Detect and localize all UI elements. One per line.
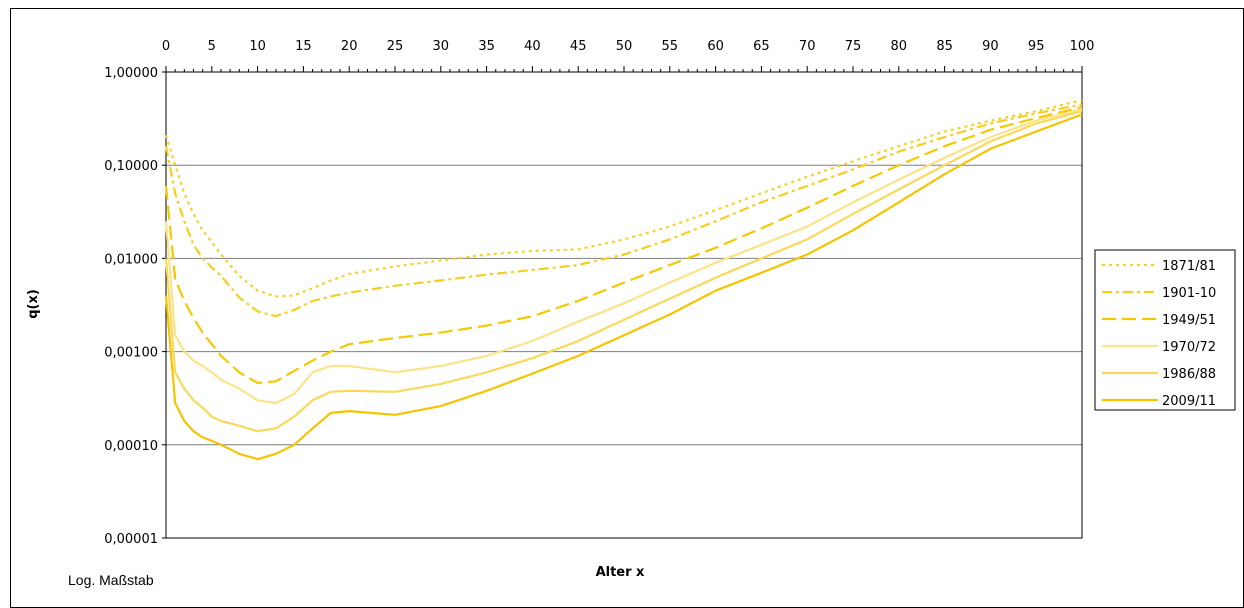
legend-label: 1871/81 bbox=[1162, 259, 1216, 274]
x-tick-label: 60 bbox=[707, 39, 724, 54]
series-line bbox=[164, 110, 1083, 433]
x-tick-label: 20 bbox=[341, 39, 358, 54]
x-tick-label: 50 bbox=[616, 39, 633, 54]
x-tick-label: 45 bbox=[570, 39, 587, 54]
x-axis-tick-labels: 0 5 10 15 20 25 30 35 40 45 50 55 60 65 70 75 80 85 90 95 10… bbox=[162, 39, 1095, 54]
plot-area bbox=[165, 71, 1083, 539]
y-tick-label: 1,00000 bbox=[104, 66, 158, 81]
series-line bbox=[164, 113, 1083, 461]
y-tick-label: 0,10000 bbox=[104, 159, 158, 174]
series-line bbox=[164, 99, 1083, 298]
x-tick-label: 85 bbox=[936, 39, 953, 54]
x-tick-label: 0 bbox=[162, 39, 170, 54]
legend-label: 2009/11 bbox=[1162, 394, 1216, 409]
x-tick-label: 30 bbox=[433, 39, 450, 54]
x-axis-title: Alter x bbox=[596, 565, 645, 580]
x-tick-label: 15 bbox=[295, 39, 312, 54]
legend-label: 1970/72 bbox=[1162, 340, 1216, 355]
series-line bbox=[164, 106, 1083, 385]
x-tick-label: 80 bbox=[891, 39, 908, 54]
x-axis-ticks bbox=[165, 66, 1083, 72]
y-tick-label: 0,01000 bbox=[104, 252, 158, 267]
x-tick-label: 100 bbox=[1070, 39, 1095, 54]
x-tick-label: 35 bbox=[478, 39, 495, 54]
y-tick-label: 0,00100 bbox=[104, 346, 158, 361]
x-tick-label: 70 bbox=[799, 39, 816, 54]
x-tick-label: 10 bbox=[249, 39, 266, 54]
x-tick-label: 40 bbox=[524, 39, 541, 54]
log-scale-note: Log. Maßstab bbox=[68, 572, 154, 588]
series-line bbox=[164, 103, 1083, 318]
y-axis-tick-labels: 1,00000 0,10000 0,01000 0,00100 0,00010 0,000… bbox=[104, 66, 158, 547]
x-tick-label: 55 bbox=[662, 39, 679, 54]
x-tick-label: 90 bbox=[982, 39, 999, 54]
legend-label: 1901-10 bbox=[1162, 286, 1216, 301]
legend-box bbox=[1094, 249, 1236, 411]
x-tick-label: 75 bbox=[845, 39, 862, 54]
y-tick-label: 0,00010 bbox=[104, 439, 158, 454]
x-tick-label: 5 bbox=[208, 39, 216, 54]
series-line bbox=[164, 108, 1083, 405]
legend-label: 1986/88 bbox=[1162, 367, 1216, 382]
series-lines bbox=[164, 99, 1083, 461]
y-tick-label: 0,00001 bbox=[104, 532, 158, 547]
x-tick-label: 25 bbox=[387, 39, 404, 54]
x-tick-label: 65 bbox=[753, 39, 770, 54]
legend-label: 1949/51 bbox=[1162, 313, 1216, 328]
y-axis-title: q(x) bbox=[26, 289, 41, 319]
x-tick-label: 95 bbox=[1028, 39, 1045, 54]
line-chart: 0 5 10 15 20 25 30 35 40 45 50 55 60 65 70 75 80 85 90 95 10… bbox=[26, 39, 1236, 588]
legend: 1871/81 1901-10 1949/51 1970/72 1986/88 2009/… bbox=[1094, 249, 1236, 411]
